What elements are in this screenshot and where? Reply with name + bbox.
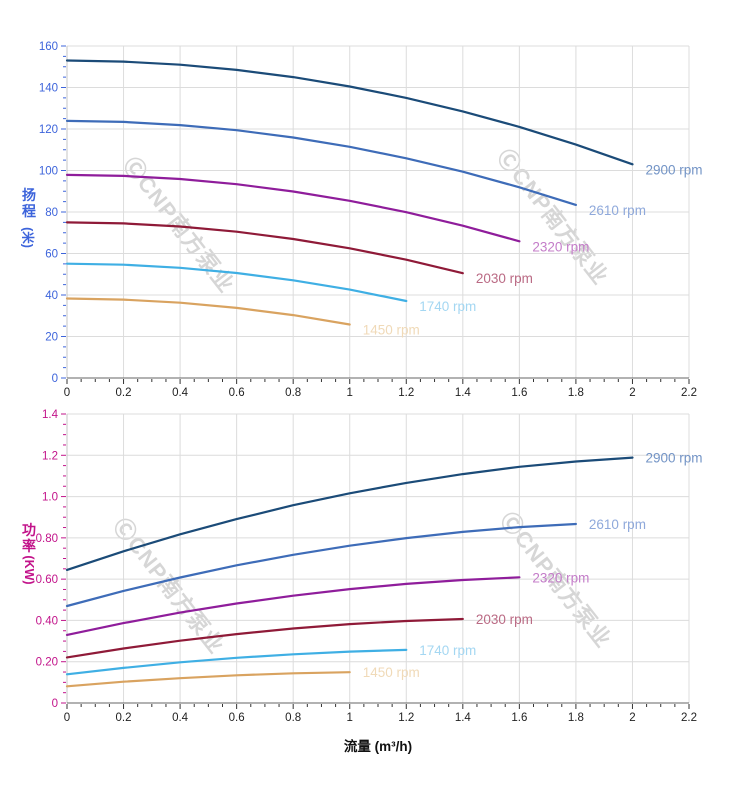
y-tick-label: 0.80 xyxy=(36,533,58,545)
curve-2030-rpm xyxy=(65,617,464,659)
x-tick-label: 1.8 xyxy=(568,712,584,724)
flow-axis-title: 流量 (m³/h) xyxy=(343,739,413,754)
y-tick-label: 20 xyxy=(45,332,58,344)
y-tick-label: 0 xyxy=(52,373,58,385)
series-label-2900-rpm: 2900 rpm xyxy=(645,162,702,177)
y-tick-label: 0 xyxy=(52,698,58,710)
curve-2320-rpm xyxy=(65,576,521,636)
x-tick-label: 2.2 xyxy=(681,387,697,399)
x-tick-label: 0 xyxy=(64,387,70,399)
x-tick-label: 0.4 xyxy=(172,387,189,399)
power-axis-unit: (KW) xyxy=(22,555,36,585)
y-tick-label: 1.0 xyxy=(42,492,58,504)
series-label-1450-rpm: 1450 rpm xyxy=(363,665,420,680)
series-label-2320-rpm: 2320 rpm xyxy=(532,239,589,254)
curve-1740-rpm xyxy=(65,648,408,676)
power-axis-title-text: 功率 xyxy=(22,522,36,554)
head-axis-unit: (米) xyxy=(20,227,35,248)
x-tick-label: 0.8 xyxy=(285,712,301,724)
x-tick-label: 1.8 xyxy=(568,387,584,399)
x-tick-label: 1.4 xyxy=(455,387,472,399)
curve-2900-rpm xyxy=(65,59,634,166)
x-tick-label: 1.6 xyxy=(511,712,527,724)
curve-1740-rpm xyxy=(65,262,408,303)
series-label-2030-rpm: 2030 rpm xyxy=(476,271,533,286)
y-tick-label: 1.4 xyxy=(42,409,59,421)
curve-2610-rpm xyxy=(65,522,577,608)
series-label-1740-rpm: 1740 rpm xyxy=(419,643,476,658)
x-tick-label: 0.2 xyxy=(116,387,132,399)
x-tick-label: 1.2 xyxy=(398,712,414,724)
curve-1450-rpm xyxy=(65,297,351,326)
curve-2320-rpm xyxy=(65,173,521,243)
y-tick-label: 60 xyxy=(45,249,58,261)
y-tick-label: 0.20 xyxy=(36,657,58,669)
x-tick-label: 0.2 xyxy=(116,712,132,724)
y-tick-label: 120 xyxy=(39,124,58,136)
curve-2900-rpm xyxy=(65,456,634,571)
x-tick-label: 0.4 xyxy=(172,712,189,724)
y-tick-label: 1.2 xyxy=(42,450,58,462)
series-label-2900-rpm: 2900 rpm xyxy=(645,451,702,466)
head-axis-title: 扬程 (米) xyxy=(21,187,49,248)
series-label-1740-rpm: 1740 rpm xyxy=(419,299,476,314)
y-tick-label: 0.60 xyxy=(36,574,58,586)
y-tick-label: 100 xyxy=(39,166,58,178)
series-label-1450-rpm: 1450 rpm xyxy=(363,322,420,337)
head-chart: 0 0.2 0.4 0.6 0.8 1 1.2 1.4 1.6 1.8 2 2.2 0 20 40 60 80 1… xyxy=(39,41,703,399)
x-tick-label: 1 xyxy=(347,387,353,399)
x-tick-label: 1 xyxy=(347,712,353,724)
x-tick-label: 0.6 xyxy=(229,387,245,399)
y-tick-label: 80 xyxy=(45,207,58,219)
curve-2610-rpm xyxy=(65,119,577,206)
power-axis-title: 功率 (KW) xyxy=(21,522,49,585)
curve-2030-rpm xyxy=(65,221,464,275)
x-tick-label: 0 xyxy=(64,712,70,724)
y-tick-label: 140 xyxy=(39,83,58,95)
series-label-2610-rpm: 2610 rpm xyxy=(589,517,646,532)
y-tick-label: 160 xyxy=(39,41,58,53)
series-label-2610-rpm: 2610 rpm xyxy=(589,203,646,218)
series-label-2030-rpm: 2030 rpm xyxy=(476,612,533,627)
x-tick-label: 2 xyxy=(629,712,635,724)
y-tick-label: 0.40 xyxy=(36,615,58,627)
y-tick-label: 40 xyxy=(45,290,58,302)
x-tick-label: 1.4 xyxy=(455,712,472,724)
curve-1450-rpm xyxy=(65,671,351,688)
head-axis-title-text: 扬程 xyxy=(22,187,36,219)
x-tick-label: 2 xyxy=(629,387,635,399)
power-chart: 0 0.2 0.4 0.6 0.8 1 1.2 1.4 1.6 1.8 2 2.2 0 0.20 0.40 0… xyxy=(36,409,703,724)
series-label-2320-rpm: 2320 rpm xyxy=(532,570,589,585)
x-tick-label: 0.6 xyxy=(229,712,245,724)
x-tick-label: 0.8 xyxy=(285,387,301,399)
x-tick-label: 2.2 xyxy=(681,712,697,724)
x-tick-label: 1.6 xyxy=(511,387,527,399)
x-tick-label: 1.2 xyxy=(398,387,414,399)
